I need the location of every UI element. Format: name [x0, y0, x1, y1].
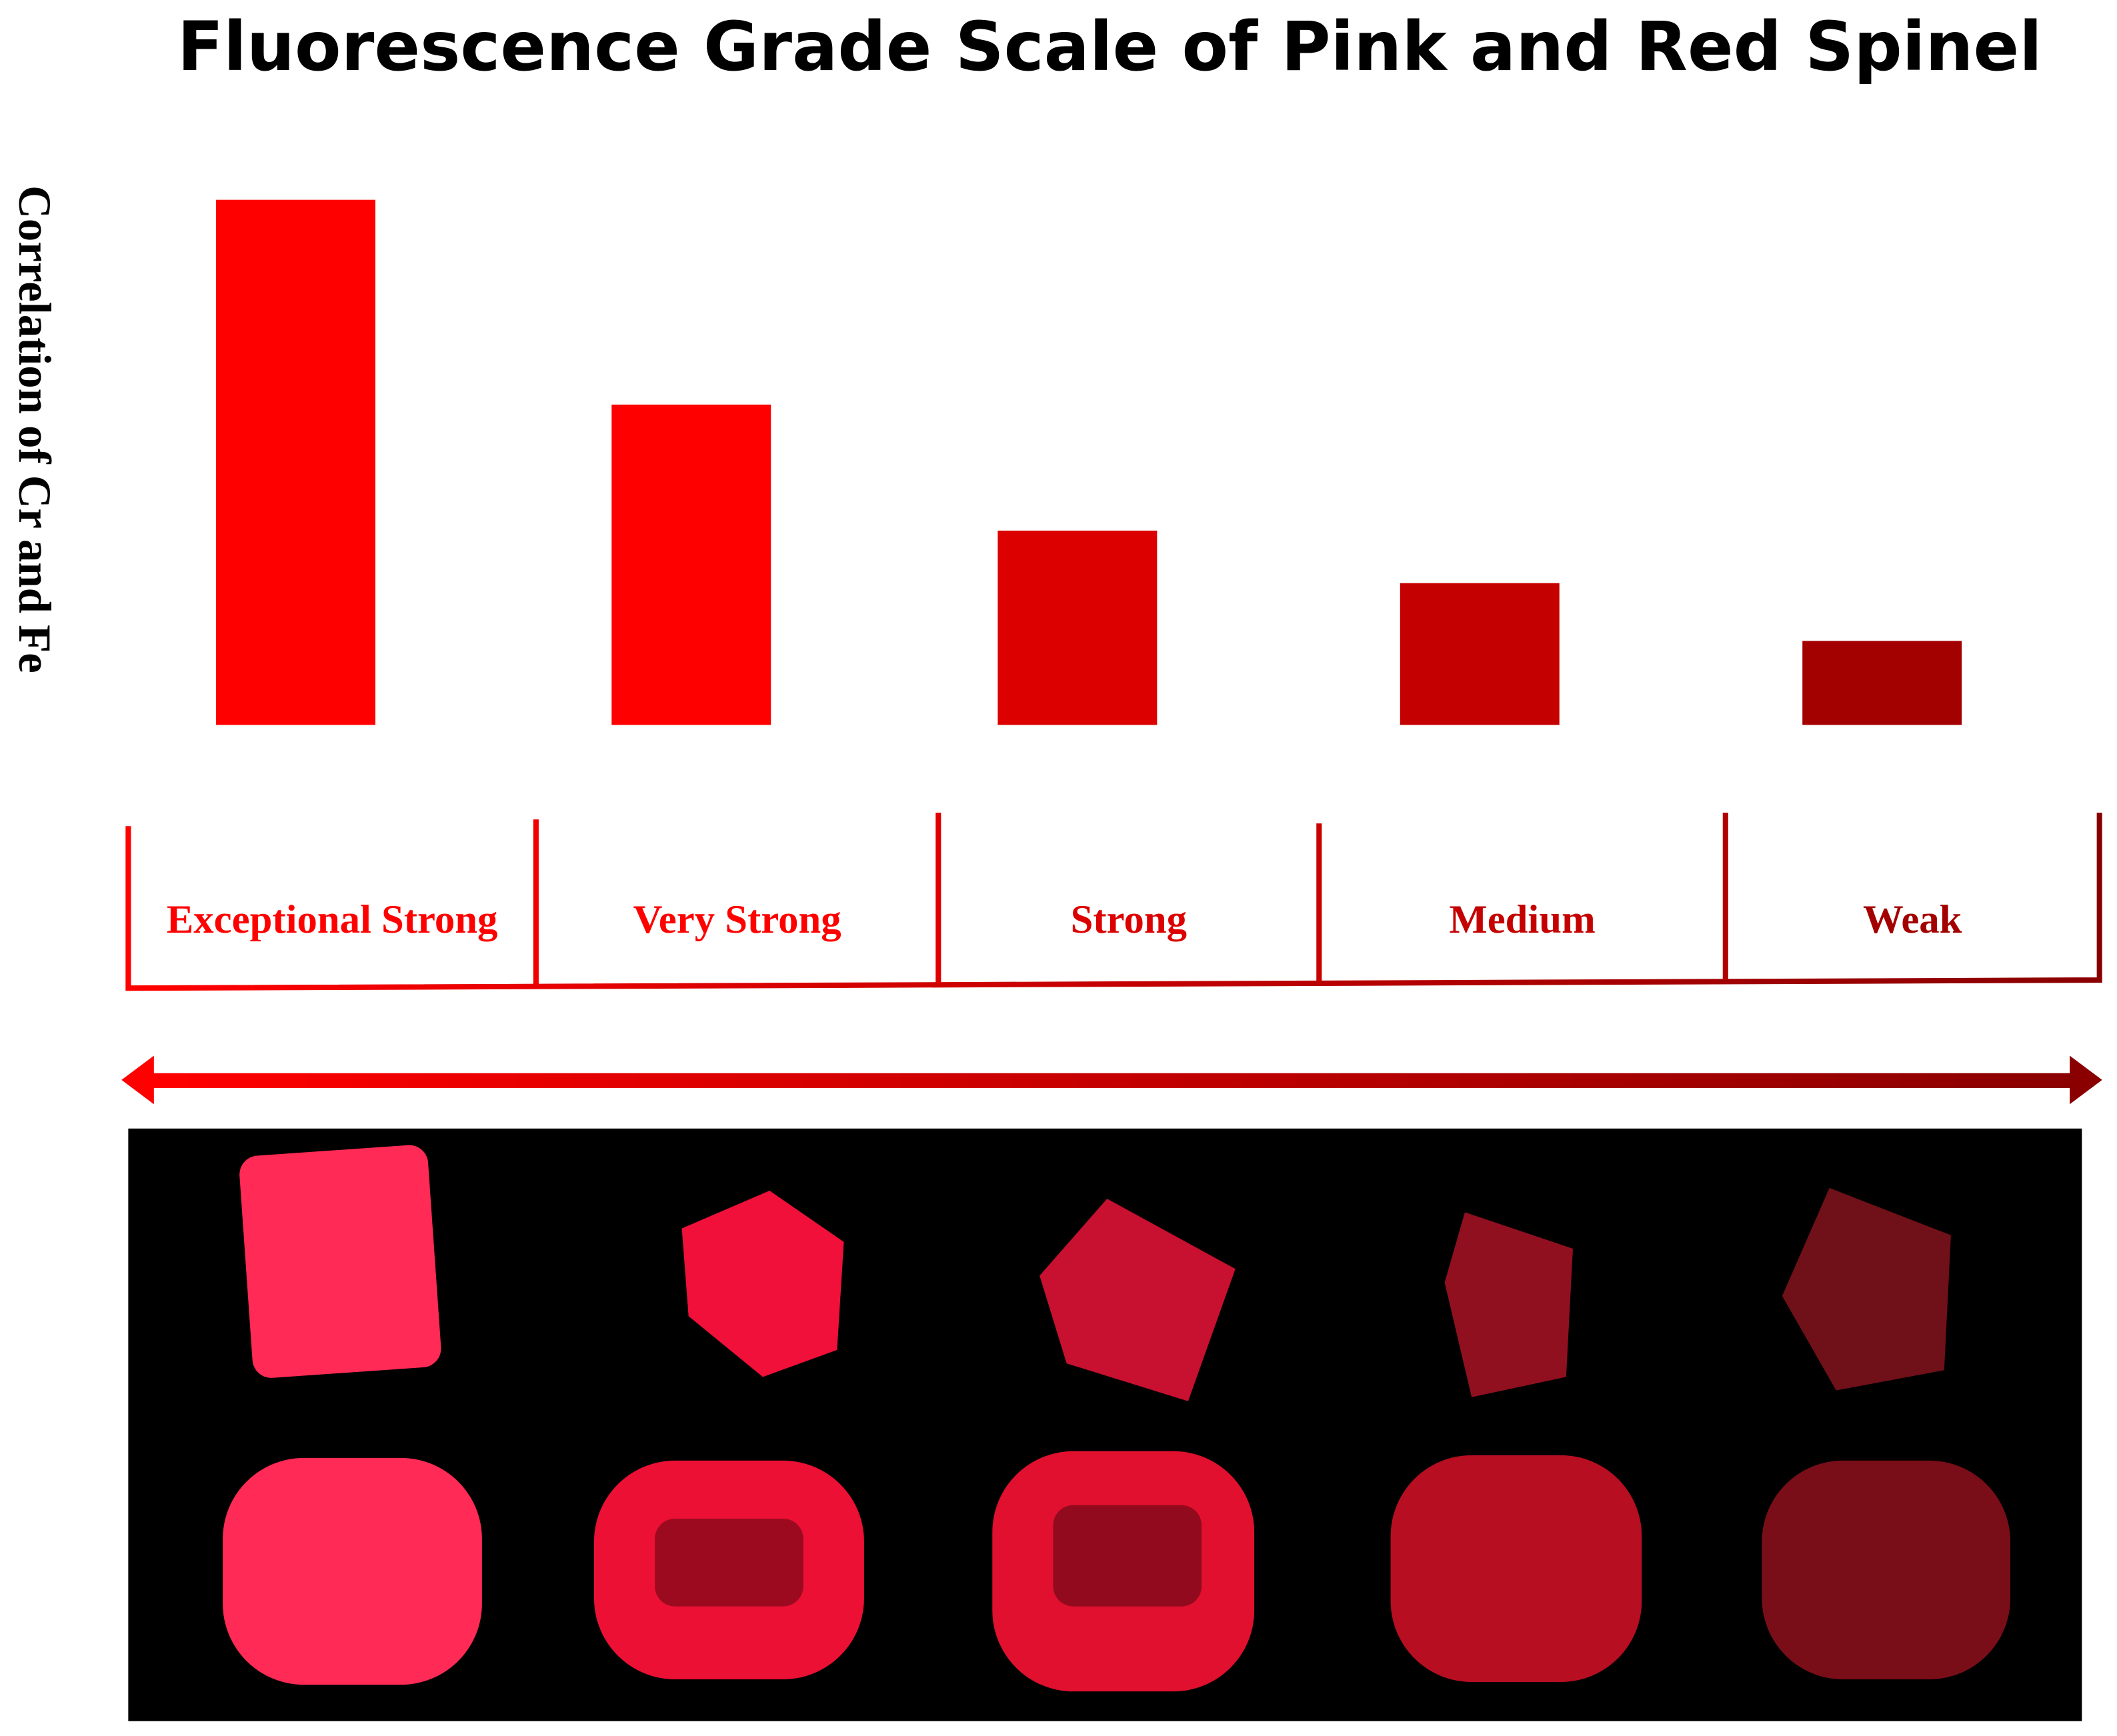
bar — [215, 199, 375, 725]
arrow-head — [2070, 1055, 2102, 1105]
category-label: Weak — [1863, 897, 1962, 942]
gem — [1762, 1460, 2011, 1679]
category-label: Strong — [1071, 897, 1187, 942]
gem — [1444, 1212, 1573, 1397]
category-label: Exceptional Strong — [167, 897, 498, 942]
gem-inclusion — [655, 1518, 803, 1607]
bar — [1802, 641, 1962, 725]
bar — [1400, 583, 1560, 725]
gem — [1039, 1199, 1236, 1401]
bracket-line — [125, 812, 2102, 991]
bar — [611, 404, 771, 725]
gem — [223, 1457, 482, 1685]
grade-bracket — [125, 812, 2102, 991]
category-label: Very Strong — [633, 897, 841, 942]
chart-title: Fluorescence Grade Scale of Pink and Red… — [177, 7, 2042, 86]
gem — [239, 1145, 441, 1378]
gem — [1390, 1455, 1642, 1682]
y-axis-label: Correlation of Cr and Fe — [9, 185, 60, 673]
arrow-head — [121, 1055, 154, 1105]
gem-inclusion — [1053, 1505, 1202, 1607]
gem — [681, 1190, 844, 1377]
scale-arrow — [121, 1055, 2102, 1105]
category-label: Medium — [1449, 897, 1595, 942]
photo-panel — [128, 1128, 2082, 1721]
bar — [997, 530, 1158, 725]
arrow-shaft — [148, 1073, 2077, 1089]
gem — [1782, 1187, 1951, 1391]
